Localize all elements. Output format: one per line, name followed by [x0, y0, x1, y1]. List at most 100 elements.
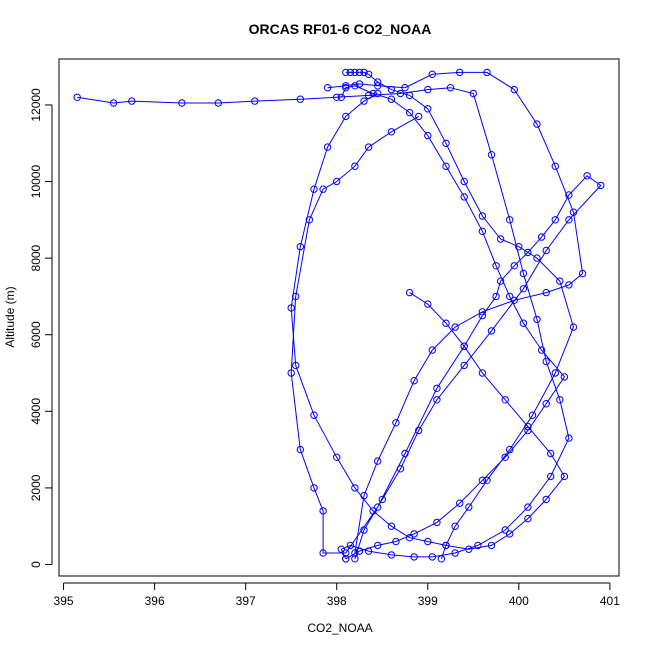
- data-point: [542, 288, 550, 297]
- data-point: [569, 323, 578, 331]
- data-point: [460, 361, 468, 370]
- y-tick-label: 4000: [29, 398, 43, 425]
- data-point: [178, 99, 186, 107]
- data-point: [387, 551, 396, 559]
- data-point: [405, 91, 414, 100]
- data-point: [342, 84, 350, 92]
- data-point: [547, 449, 555, 458]
- x-axis-label: CO2_NOAA: [307, 621, 372, 635]
- x-tick-label: 399: [418, 594, 438, 608]
- data-point: [460, 342, 468, 350]
- x-tick-label: 397: [236, 594, 256, 608]
- series-line: [77, 87, 570, 560]
- series-line: [327, 71, 584, 554]
- data-point: [342, 555, 350, 563]
- series-line: [340, 85, 566, 560]
- data-point: [396, 465, 405, 473]
- data-point: [551, 369, 559, 377]
- data-point: [360, 97, 368, 105]
- data-point: [292, 361, 300, 370]
- data-point: [442, 541, 450, 550]
- data-point: [578, 269, 587, 278]
- data-point: [451, 549, 459, 557]
- data-point: [296, 445, 304, 454]
- data-point: [355, 80, 364, 88]
- data-point: [424, 105, 432, 113]
- data-point: [524, 503, 532, 511]
- data-point: [374, 78, 382, 86]
- data-point: [405, 288, 414, 297]
- data-point: [405, 108, 414, 117]
- y-tick-label: 6000: [29, 321, 43, 348]
- data-point: [410, 377, 418, 385]
- data-point: [351, 484, 359, 492]
- data-point: [401, 84, 409, 92]
- data-point: [346, 541, 355, 550]
- chart-title: ORCAS RF01-6 CO2_NOAA: [249, 21, 432, 37]
- data-point: [342, 68, 350, 77]
- data-point: [506, 292, 514, 301]
- data-point: [360, 526, 368, 534]
- data-point: [415, 426, 423, 435]
- data-point: [506, 530, 514, 538]
- data-point: [387, 85, 396, 94]
- y-axis: 0 2000 4000 6000 8000 10000 12000: [29, 88, 53, 568]
- data-point: [405, 534, 414, 542]
- data-point: [524, 514, 532, 523]
- data-point: [542, 495, 550, 504]
- data-point: [492, 262, 500, 270]
- data-point: [296, 243, 304, 251]
- data-point: [565, 191, 573, 199]
- y-tick-label: 12000: [29, 88, 43, 122]
- data-point: [392, 537, 400, 546]
- data-point: [510, 296, 518, 304]
- series-1: [287, 112, 605, 563]
- x-tick-label: 398: [327, 594, 347, 608]
- data-point: [465, 545, 473, 553]
- data-point: [387, 522, 396, 530]
- data-point: [537, 233, 546, 241]
- data-point: [510, 85, 518, 94]
- data-point: [501, 526, 509, 534]
- y-tick-label: 8000: [29, 244, 43, 271]
- data-point: [510, 262, 518, 270]
- series-6: [287, 89, 569, 553]
- data-point: [524, 422, 532, 431]
- data-point: [387, 128, 396, 136]
- data-point: [387, 95, 396, 103]
- data-point: [537, 346, 546, 354]
- data-point: [451, 323, 459, 331]
- data-point: [446, 84, 455, 92]
- data-point: [501, 453, 509, 461]
- data-point: [319, 549, 327, 557]
- data-point: [351, 82, 359, 90]
- data-point: [551, 162, 559, 170]
- data-point: [337, 93, 345, 102]
- data-point: [569, 208, 578, 216]
- data-point: [528, 411, 537, 419]
- data-point: [501, 396, 509, 404]
- data-point: [487, 151, 496, 159]
- data-point: [424, 537, 432, 546]
- data-point: [542, 400, 550, 408]
- data-point: [415, 112, 423, 121]
- data-point: [542, 357, 550, 366]
- data-point: [478, 369, 487, 377]
- data-point: [128, 97, 136, 105]
- data-point: [519, 285, 528, 293]
- data-point: [374, 541, 382, 550]
- data-point: [478, 227, 487, 236]
- data-point: [364, 70, 373, 79]
- data-point: [374, 503, 382, 511]
- data-point: [460, 193, 468, 201]
- data-point: [565, 216, 573, 224]
- data-point: [428, 346, 436, 354]
- data-point: [342, 112, 350, 121]
- data-point: [355, 547, 364, 555]
- data-point: [346, 68, 355, 77]
- data-point: [378, 495, 386, 504]
- data-point: [442, 162, 450, 170]
- data-point: [478, 476, 487, 484]
- data-point: [451, 522, 459, 530]
